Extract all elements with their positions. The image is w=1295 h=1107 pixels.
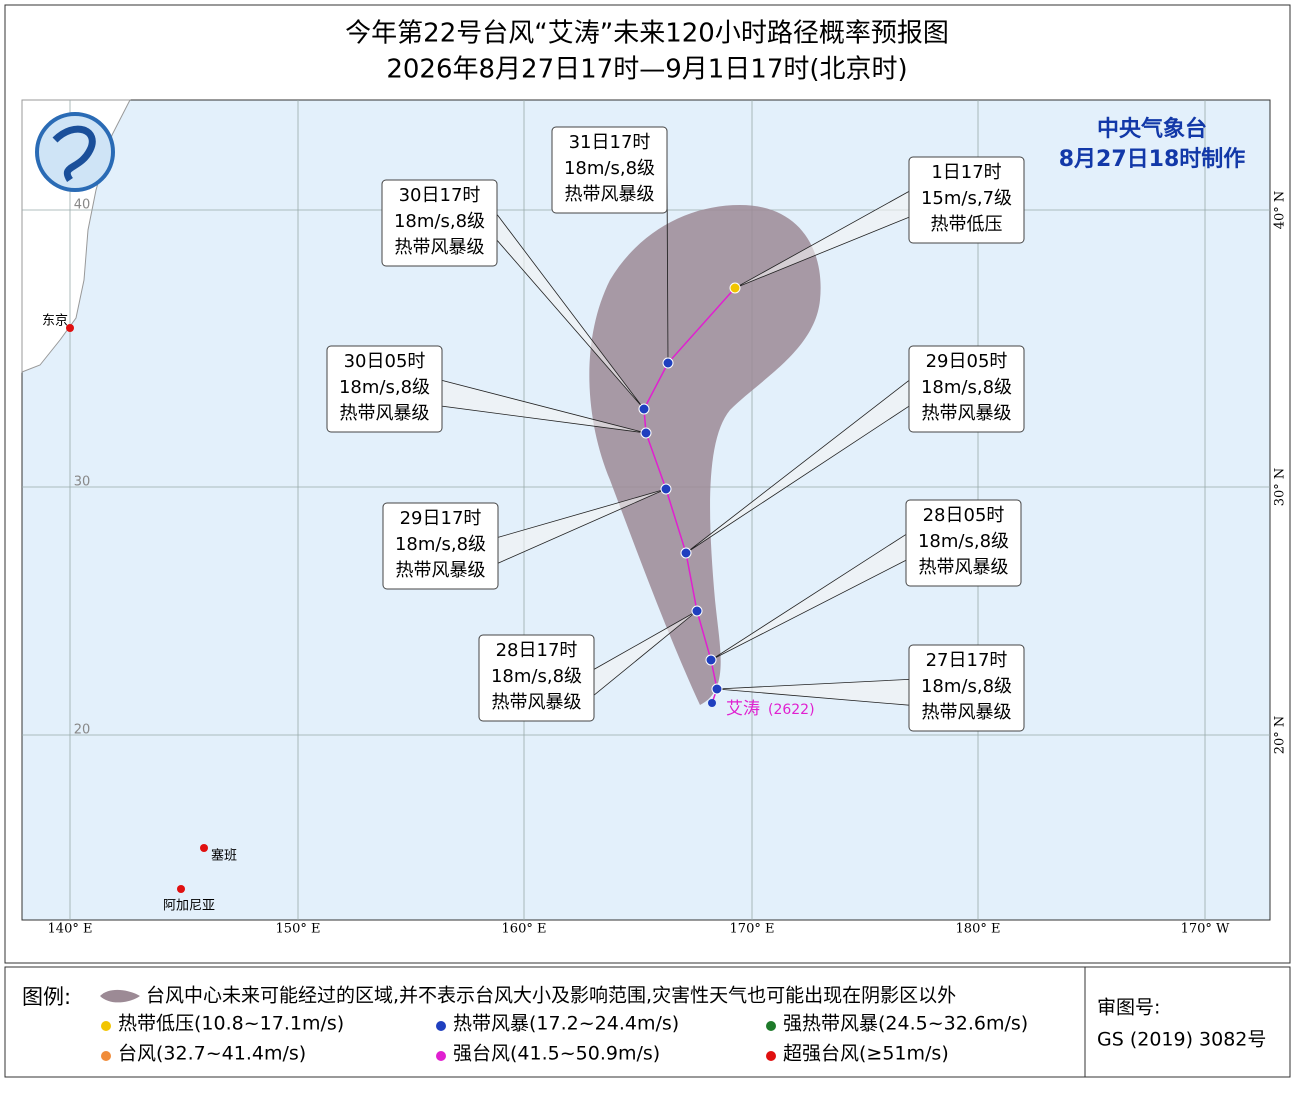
place-dot — [177, 885, 185, 893]
callout-wind: 15m/s,7级 — [921, 188, 1012, 209]
callout-box — [908, 644, 1025, 732]
callout-wind: 18m/s,8级 — [564, 158, 655, 179]
forecast-point — [660, 483, 672, 495]
current-position — [708, 699, 716, 707]
callout-level: 热带风暴级 — [395, 237, 485, 258]
legend-icon — [766, 1021, 776, 1031]
forecast-point — [729, 282, 741, 294]
callout-time: 28日05时 — [923, 505, 1005, 526]
legend-icon — [436, 1021, 446, 1031]
lat-inner-label: 20 — [74, 723, 91, 738]
forecast-point — [711, 683, 723, 695]
legend-cone: 台风中心未来可能经过的区域,并不表示台风大小及影响范围,灾害性天气也可能出现在阴… — [146, 985, 956, 1007]
title: 今年第22号台风“艾涛”未来120小时路径概率预报图 — [345, 19, 949, 49]
callout-box — [908, 156, 1025, 244]
callout-time: 31日17时 — [569, 132, 651, 153]
agency-name: 中央气象台 — [1097, 116, 1207, 142]
legend-icon — [766, 1051, 776, 1061]
callout-wind: 18m/s,8级 — [394, 211, 485, 232]
legend-category: 超强台风(≥51m/s) — [783, 1043, 949, 1065]
callout-level: 热带风暴级 — [492, 692, 582, 713]
callout-level: 热带风暴级 — [340, 403, 430, 424]
callout-time: 30日05时 — [344, 351, 426, 372]
callout-level: 热带低压 — [931, 214, 1003, 235]
forecast-point — [640, 427, 652, 439]
callout-box — [382, 502, 499, 590]
callout-time: 30日17时 — [399, 185, 481, 206]
callout-level: 热带风暴级 — [396, 560, 486, 581]
callout-box — [905, 499, 1022, 587]
legend-cone-icon — [100, 989, 140, 1003]
callout-time: 29日05时 — [926, 351, 1008, 372]
forecast-point — [680, 547, 692, 559]
lon-label: 180° E — [956, 922, 1001, 937]
lat-label: 30° N — [1273, 468, 1288, 507]
lat-inner-label: 30 — [74, 475, 91, 490]
legend-category: 强热带风暴(24.5~32.6m/s) — [783, 1013, 1028, 1035]
callout-wind: 18m/s,8级 — [921, 377, 1012, 398]
callout-level: 热带风暴级 — [565, 184, 655, 205]
legend-category: 热带风暴(17.2~24.4m/s) — [453, 1013, 679, 1035]
callout-wind: 18m/s,8级 — [921, 676, 1012, 697]
legend-icon — [101, 1051, 111, 1061]
callout-level: 热带风暴级 — [922, 403, 1012, 424]
callout-time: 27日17时 — [926, 650, 1008, 671]
callout-time: 1日17时 — [931, 162, 1001, 183]
probability-cone — [589, 205, 821, 705]
forecast-point — [691, 605, 703, 617]
logo — [35, 112, 115, 192]
callout-wind: 18m/s,8级 — [395, 534, 486, 555]
callout-level: 热带风暴级 — [922, 702, 1012, 723]
forecast-point — [662, 357, 674, 369]
logo-mark — [52, 125, 96, 182]
callout-wind: 18m/s,8级 — [918, 531, 1009, 552]
lat-inner-label: 40 — [74, 198, 91, 213]
callout-level: 热带风暴级 — [919, 557, 1009, 578]
lat-label: 20° N — [1273, 716, 1288, 755]
forecast-point — [638, 403, 650, 415]
lon-label: 170° E — [730, 922, 775, 937]
legend-frame — [4, 966, 1291, 1078]
lat-label: 40° N — [1273, 191, 1288, 230]
lon-label: 160° E — [502, 922, 547, 937]
lon-label: 140° E — [48, 922, 93, 937]
legend-icon — [101, 1021, 111, 1031]
callout-box — [908, 345, 1025, 433]
storm-code: (2622) — [768, 702, 815, 718]
subtitle: 2026年8月27日17时—9月1日17时(北京时) — [386, 55, 907, 85]
storm-name: 艾涛 — [726, 699, 760, 719]
lon-label: 170° W — [1181, 922, 1230, 937]
legend-category: 热带低压(10.8~17.1m/s) — [118, 1013, 344, 1035]
place-name: 阿加尼亚 — [163, 899, 215, 914]
review-number: GS (2019) 3082号 — [1097, 1029, 1266, 1051]
callout-time: 28日17时 — [496, 640, 578, 661]
place-name: 塞班 — [211, 848, 237, 864]
place-dot — [200, 844, 208, 852]
lon-label: 150° E — [276, 922, 321, 937]
callout-time: 29日17时 — [400, 508, 482, 529]
callout-box — [381, 179, 498, 267]
legend-icon — [436, 1051, 446, 1061]
agency-issued: 8月27日18时制作 — [1059, 147, 1246, 172]
track-line — [643, 287, 736, 704]
callout-box — [551, 126, 668, 214]
callout-box — [326, 345, 443, 433]
callout-box — [478, 634, 595, 722]
callout-wind: 18m/s,8级 — [491, 666, 582, 687]
review-label: 审图号: — [1097, 997, 1160, 1019]
place-dot — [66, 324, 74, 332]
place-name: 东京 — [42, 314, 68, 329]
legend-category: 台风(32.7~41.4m/s) — [118, 1043, 306, 1065]
callout-wind: 18m/s,8级 — [339, 377, 430, 398]
forecast-point — [705, 654, 717, 666]
legend-title: 图例: — [22, 985, 71, 1009]
legend-category: 强台风(41.5~50.9m/s) — [453, 1043, 660, 1065]
